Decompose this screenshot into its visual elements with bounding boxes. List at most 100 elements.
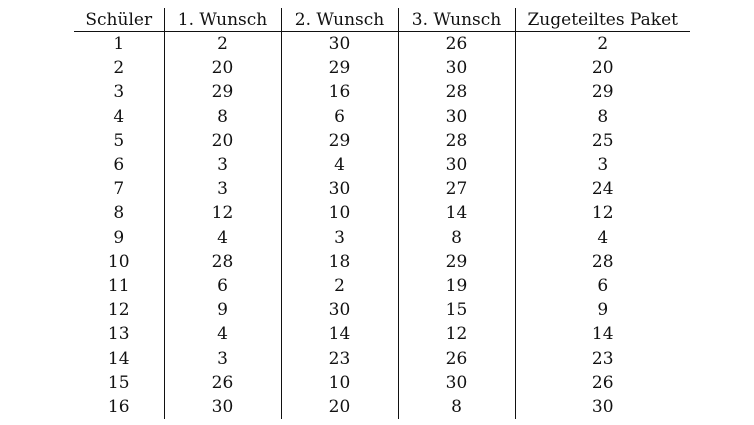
table-row: 1 2 30 26 2 [74,31,690,57]
cell-wish-2: 29 [280,56,398,81]
table-row: 4 8 6 30 8 [74,104,690,129]
table-row: 10 28 18 29 28 [74,249,690,274]
cell-student: 5 [113,130,125,151]
cell-wish-1: 9 [163,298,281,323]
cell-student: 10 [107,251,130,272]
cell-assigned-package: 4 [514,225,690,250]
table-row: 12 9 30 15 9 [74,298,690,323]
cell-assigned-package: 24 [514,177,690,202]
cell-wish-2: 18 [280,249,398,274]
cell-wish-3: 15 [397,298,515,323]
table-row: 5 20 29 28 25 [74,128,690,153]
cell-wish-1: 20 [163,56,281,81]
table-row: 13 4 14 12 14 [74,322,690,347]
cell-wish-3: 12 [397,322,515,347]
cell-wish-2: 6 [280,104,398,129]
cell-student: 3 [113,82,125,103]
cell-wish-3: 30 [397,104,515,129]
cell-wish-2: 10 [280,201,398,226]
cell-wish-2: 2 [280,273,398,299]
cell-wish-1: 4 [163,225,281,250]
cell-student: 16 [107,396,130,417]
cell-student: 14 [107,348,130,369]
cell-wish-1: 8 [163,104,281,129]
cell-student: 6 [113,155,125,176]
cell-assigned-package: 6 [514,273,690,299]
cell-wish-3: 28 [397,80,515,105]
cell-wish-2: 23 [280,346,398,371]
cell-assigned-package: 2 [514,31,690,57]
cell-student: 1 [113,34,125,55]
cell-wish-1: 4 [163,322,281,347]
cell-wish-3: 30 [397,152,515,178]
cell-wish-2: 4 [280,152,398,178]
cell-assigned-package: 14 [514,322,690,347]
table-row: 3 29 16 28 29 [74,80,690,105]
cell-wish-3: 14 [397,201,515,226]
cell-wish-3: 29 [397,249,515,274]
cell-assigned-package: 9 [514,298,690,323]
cell-wish-1: 3 [163,177,281,202]
cell-wish-1: 28 [163,249,281,274]
cell-wish-2: 3 [280,225,398,250]
table-row: 6 3 4 30 3 [74,152,690,178]
table-row: 7 3 30 27 24 [74,177,690,202]
cell-wish-1: 2 [163,31,281,57]
table-row: 15 26 10 30 26 [74,370,690,395]
assignment-table: Schüler 1. Wunsch 2. Wunsch 3. Wunsch Zu… [74,8,690,419]
cell-wish-1: 6 [163,273,281,299]
cell-wish-2: 14 [280,322,398,347]
cell-wish-3: 28 [397,128,515,153]
cell-student: 7 [113,179,125,200]
cell-wish-1: 26 [163,370,281,395]
cell-student: 13 [107,324,130,345]
cell-assigned-package: 28 [514,249,690,274]
cell-student: 12 [107,300,130,321]
cell-student: 15 [107,372,130,393]
cell-assigned-package: 30 [514,394,690,419]
header-student: Schüler [85,9,153,30]
cell-wish-2: 10 [280,370,398,395]
cell-student: 11 [107,275,130,296]
cell-assigned-package: 25 [514,128,690,153]
cell-wish-1: 12 [163,201,281,226]
table-body: 1 2 30 26 2 2 20 29 30 20 3 29 16 28 29 4 8 6 30 8 5 20 29 28 25… [74,31,690,419]
cell-wish-3: 30 [397,56,515,81]
cell-student: 8 [113,203,125,224]
cell-wish-1: 29 [163,80,281,105]
cell-assigned-package: 3 [514,152,690,178]
cell-assigned-package: 23 [514,346,690,371]
table-row: 11 6 2 19 6 [74,273,690,299]
cell-wish-3: 27 [397,177,515,202]
cell-wish-1: 20 [163,128,281,153]
cell-assigned-package: 8 [514,104,690,129]
cell-wish-1: 30 [163,394,281,419]
cell-student: 4 [113,106,125,127]
cell-wish-3: 19 [397,273,515,299]
cell-wish-3: 30 [397,370,515,395]
cell-wish-2: 20 [280,394,398,419]
header-wish-1: 1. Wunsch [163,8,281,32]
cell-wish-3: 26 [397,31,515,57]
header-row: Schüler 1. Wunsch 2. Wunsch 3. Wunsch Zu… [74,8,690,32]
cell-wish-1: 3 [163,346,281,371]
header-wish-3: 3. Wunsch [397,8,515,32]
header-assigned-package: Zugeteiltes Paket [514,8,690,32]
table-row: 16 30 20 8 30 [74,394,690,419]
table-row: 2 20 29 30 20 [74,56,690,81]
cell-wish-2: 30 [280,31,398,57]
cell-wish-3: 8 [397,225,515,250]
cell-wish-2: 30 [280,298,398,323]
cell-wish-1: 3 [163,152,281,178]
table-row: 8 12 10 14 12 [74,201,690,226]
cell-wish-2: 16 [280,80,398,105]
cell-student: 2 [113,58,125,79]
cell-wish-3: 8 [397,394,515,419]
cell-wish-2: 29 [280,128,398,153]
cell-assigned-package: 20 [514,56,690,81]
cell-assigned-package: 29 [514,80,690,105]
cell-assigned-package: 26 [514,370,690,395]
cell-wish-2: 30 [280,177,398,202]
header-wish-2: 2. Wunsch [280,8,398,32]
